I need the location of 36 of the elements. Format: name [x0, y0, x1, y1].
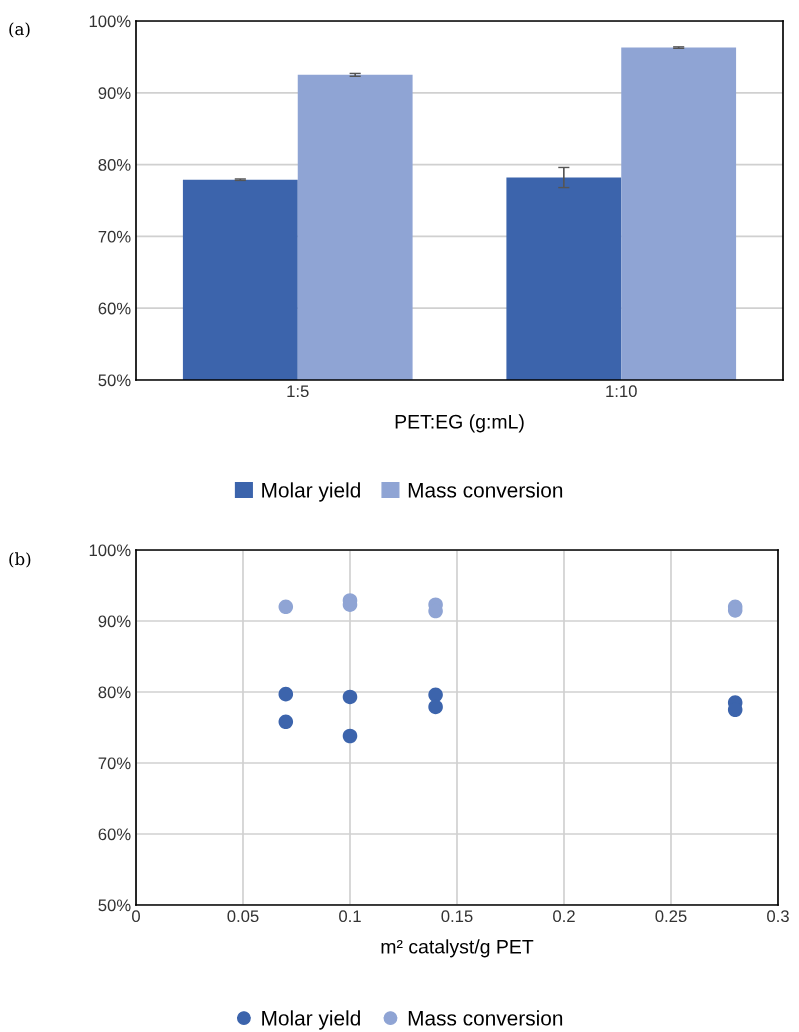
point [278, 599, 294, 615]
y-tick-label: 90% [98, 87, 131, 99]
point [428, 699, 443, 715]
x-tick-label: 0.25 [655, 910, 687, 923]
point [278, 714, 294, 730]
text: (b) [9, 552, 31, 568]
point [278, 686, 294, 702]
y-tick-label: 50% [98, 374, 131, 387]
y-tick-label: 70% [98, 757, 131, 770]
y-tick-label: 70% [98, 230, 131, 243]
y-tick-label: 100% [89, 15, 131, 28]
x-tick-label: 0 [132, 910, 140, 923]
x-tick-label: 0.15 [441, 910, 473, 923]
x-tick-label: 0.2 [553, 910, 575, 923]
text: (a) [9, 22, 30, 38]
legend-label: Molar yield [262, 482, 360, 502]
y-tick-label: 60% [98, 302, 131, 315]
x-axis-title: PET:EG (g:mL) [395, 414, 524, 433]
point [342, 689, 358, 705]
y-tick-label: 50% [98, 899, 131, 912]
x-tick-label: 0.1 [339, 910, 361, 923]
x-tick-label: 1:10 [606, 385, 637, 398]
legend-label: Mass conversion [408, 482, 563, 498]
legend-label: Mass conversion [408, 1010, 563, 1026]
y-tick-label: 80% [98, 159, 131, 171]
y-tick-label: 90% [98, 615, 131, 628]
x-tick-label: 0.3 [767, 910, 789, 923]
y-tick-label: 60% [98, 828, 131, 841]
point [428, 687, 443, 703]
x-tick-label: 1:5 [287, 385, 309, 398]
point [342, 728, 358, 744]
x-tick-label: 0.05 [227, 910, 259, 923]
x-axis-title: m² catalyst/g PET [381, 939, 534, 958]
legend-label: Molar yield [262, 1010, 360, 1030]
y-tick-label: 100% [89, 544, 131, 557]
y-tick-label: 80% [98, 686, 131, 699]
